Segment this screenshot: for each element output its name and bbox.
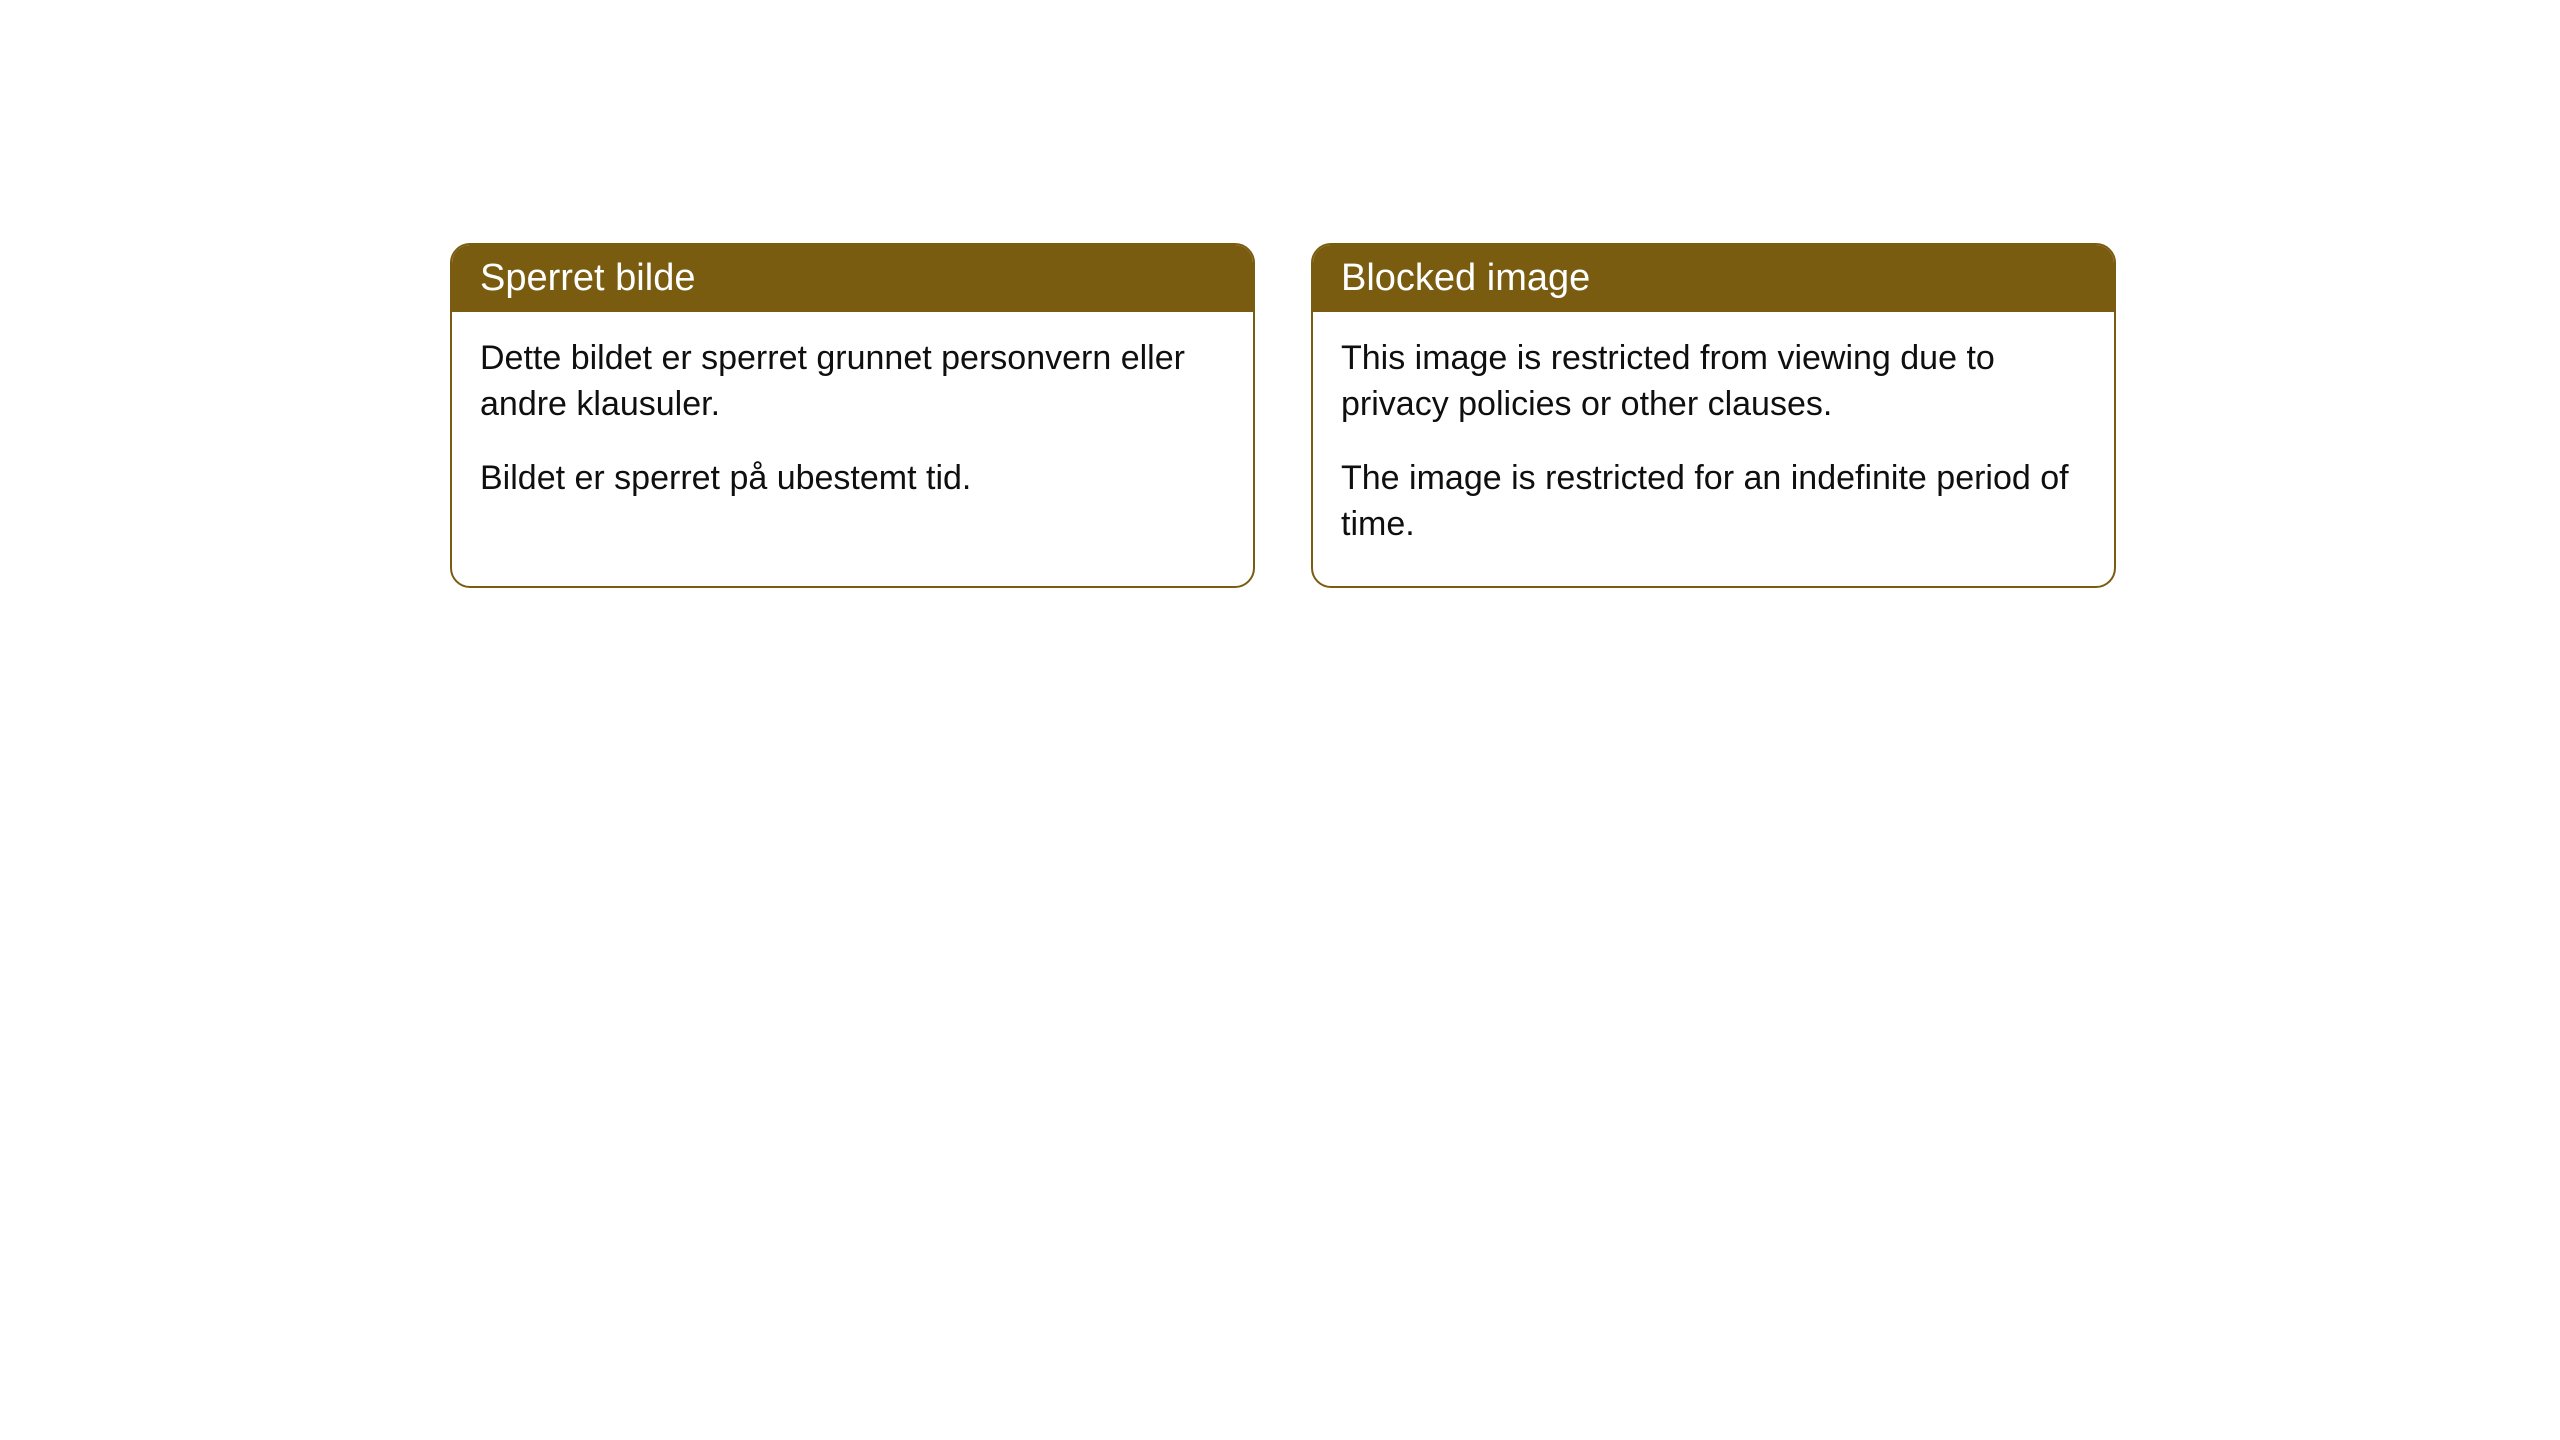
card-norwegian: Sperret bilde Dette bildet er sperret gr… (450, 243, 1255, 588)
card-header-english: Blocked image (1313, 245, 2114, 312)
card-body-english: This image is restricted from viewing du… (1313, 312, 2114, 586)
card-english: Blocked image This image is restricted f… (1311, 243, 2116, 588)
card-para2-english: The image is restricted for an indefinit… (1341, 456, 2086, 548)
cards-container: Sperret bilde Dette bildet er sperret gr… (0, 0, 2560, 588)
card-para1-norwegian: Dette bildet er sperret grunnet personve… (480, 336, 1225, 428)
card-para2-norwegian: Bildet er sperret på ubestemt tid. (480, 456, 1225, 502)
card-header-norwegian: Sperret bilde (452, 245, 1253, 312)
card-body-norwegian: Dette bildet er sperret grunnet personve… (452, 312, 1253, 540)
card-para1-english: This image is restricted from viewing du… (1341, 336, 2086, 428)
